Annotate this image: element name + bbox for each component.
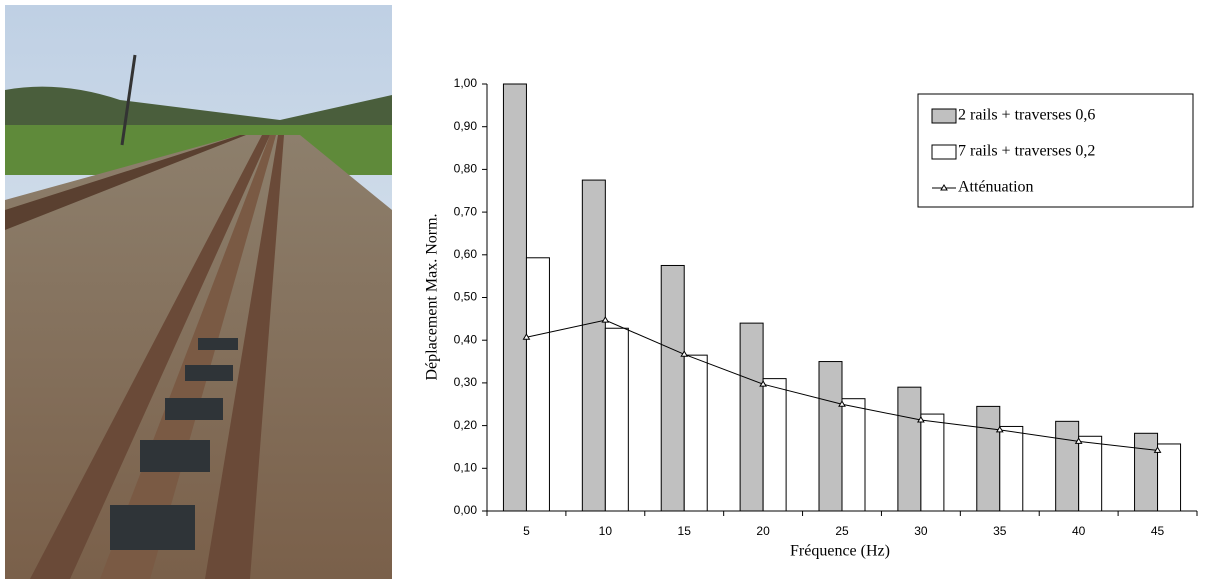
y-tick-label: 0,40: [454, 332, 478, 346]
x-tick-label: 30: [914, 524, 928, 538]
line-marker: [601, 316, 610, 323]
bar: [660, 264, 685, 512]
bar: [581, 179, 606, 512]
rail-left-track: [5, 135, 246, 230]
line-marker: [759, 380, 767, 387]
bar: [1157, 443, 1182, 512]
x-tick-label: 5: [523, 524, 530, 538]
x-tick-label: 45: [1151, 524, 1165, 538]
sleeper: [140, 440, 210, 472]
x-tick-label: 20: [756, 524, 770, 538]
bar: [818, 361, 843, 512]
x-tick-label: 10: [599, 524, 613, 538]
railway-photo: [5, 5, 392, 579]
x-axis-title: Fréquence (Hz): [790, 543, 890, 560]
bar: [841, 398, 866, 512]
sleeper: [198, 338, 238, 350]
bar: [1078, 435, 1103, 512]
legend-marker: [940, 184, 948, 191]
sleeper: [110, 505, 195, 550]
legend-swatch: [931, 108, 957, 124]
rail: [30, 135, 270, 579]
line-marker: [1074, 437, 1083, 444]
bar: [1055, 420, 1080, 512]
y-tick-label: 0,00: [454, 503, 478, 517]
bar: [920, 413, 945, 512]
bar: [502, 83, 527, 512]
legend-label: 2 rails + traverses 0,6: [958, 107, 1095, 124]
line-marker: [917, 416, 925, 423]
bar: [999, 425, 1024, 512]
y-tick-label: 0,20: [454, 418, 478, 432]
legend-label: 7 rails + traverses 0,2: [958, 143, 1095, 160]
sleeper: [165, 398, 223, 420]
bar: [683, 354, 708, 512]
line-marker: [838, 400, 846, 407]
y-tick-label: 0,50: [454, 290, 478, 304]
bar: [739, 322, 764, 512]
rail: [205, 135, 284, 579]
x-tick-label: 35: [993, 524, 1007, 538]
line-marker: [680, 350, 689, 357]
y-tick-label: 0,30: [454, 375, 478, 389]
line-marker: [522, 333, 531, 340]
y-tick-label: 0,10: [454, 460, 478, 474]
sleeper: [185, 365, 233, 381]
y-tick-label: 0,70: [454, 204, 478, 218]
y-tick-label: 0,60: [454, 247, 478, 261]
y-axis-title: Déplacement Max. Norm.: [424, 213, 441, 380]
y-tick-label: 1,00: [454, 76, 478, 90]
bar: [897, 386, 922, 512]
legend: [917, 93, 1194, 208]
y-tick-label: 0,80: [454, 162, 478, 176]
bar: [762, 378, 787, 512]
x-tick-label: 25: [835, 524, 849, 538]
line-marker: [1153, 446, 1162, 453]
line-marker: [995, 425, 1004, 433]
legend-label: Atténuation: [958, 179, 1034, 196]
pole: [120, 54, 137, 146]
bar: [1134, 432, 1159, 512]
legend-swatch: [931, 144, 957, 160]
x-tick-label: 15: [678, 524, 692, 538]
bar: [604, 327, 629, 512]
y-tick-label: 0,90: [454, 119, 478, 133]
bar: [525, 257, 550, 512]
bar: [976, 405, 1001, 512]
x-tick-label: 40: [1072, 524, 1086, 538]
